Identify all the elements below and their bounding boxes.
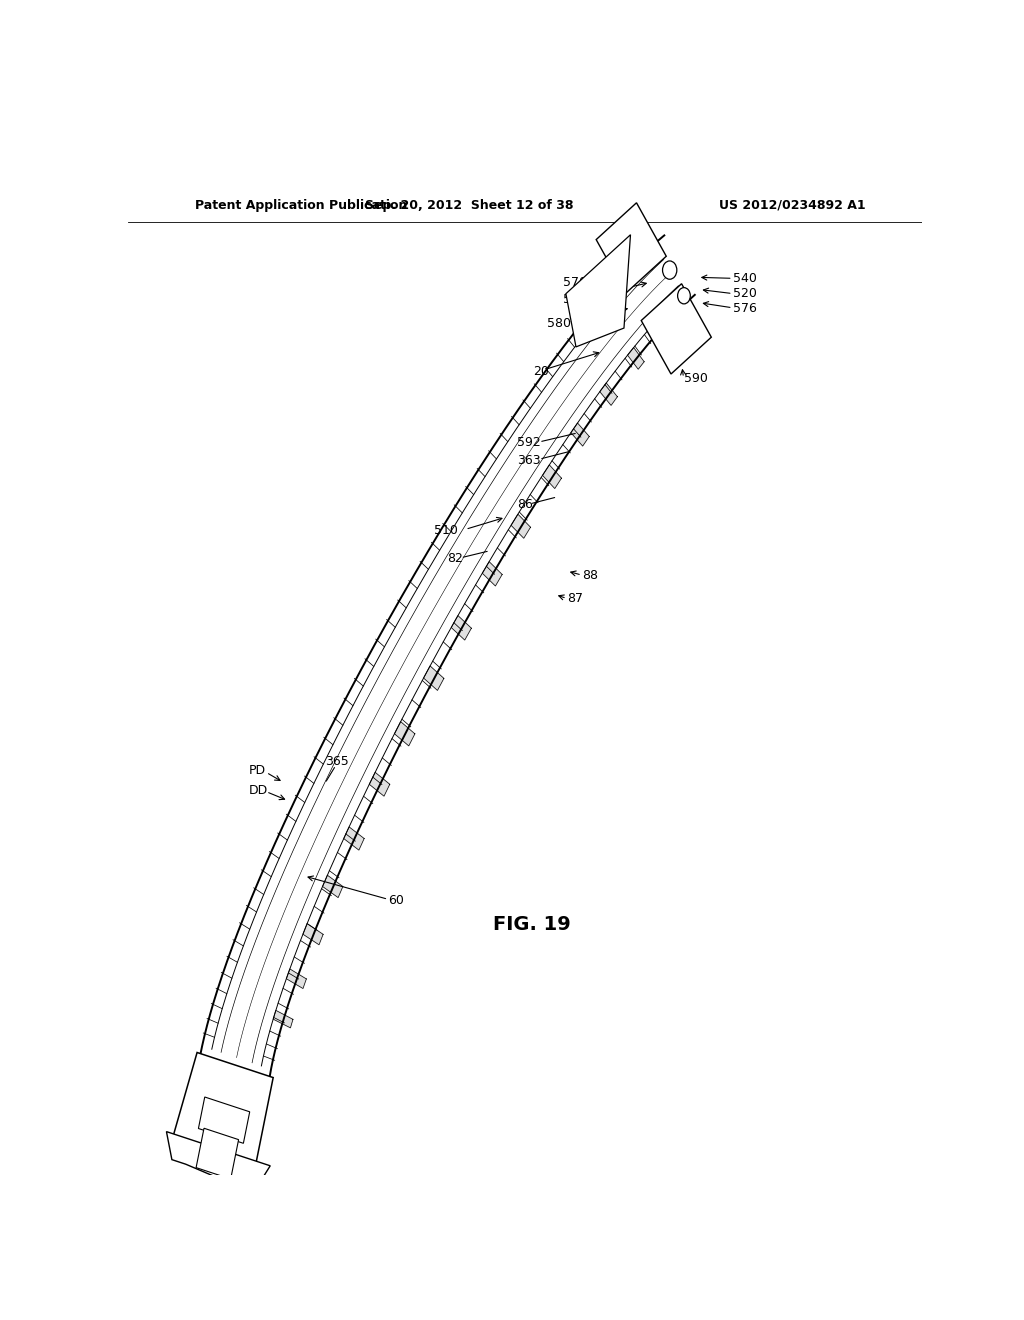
Polygon shape (600, 383, 617, 405)
Polygon shape (199, 1097, 250, 1143)
Text: 520: 520 (733, 286, 757, 300)
Polygon shape (344, 826, 365, 850)
Text: 570: 570 (563, 276, 587, 289)
Text: DD: DD (249, 784, 268, 797)
Text: 510: 510 (433, 524, 458, 537)
Polygon shape (172, 1052, 273, 1166)
Text: FIG. 19: FIG. 19 (494, 915, 570, 935)
Polygon shape (394, 722, 415, 746)
Text: Patent Application Publication: Patent Application Publication (196, 198, 408, 211)
Text: 540: 540 (733, 272, 757, 285)
Text: PD: PD (249, 764, 266, 776)
Polygon shape (303, 924, 324, 945)
Polygon shape (323, 875, 343, 898)
Polygon shape (201, 235, 695, 1076)
Text: 580: 580 (547, 317, 571, 330)
Polygon shape (511, 515, 530, 539)
Text: 87: 87 (567, 591, 583, 605)
Text: 20: 20 (532, 366, 549, 379)
Polygon shape (570, 422, 589, 446)
Polygon shape (596, 203, 667, 293)
Polygon shape (566, 235, 631, 347)
Text: 365: 365 (325, 755, 348, 768)
Circle shape (663, 261, 677, 280)
Text: 363: 363 (517, 454, 541, 467)
Text: 576: 576 (733, 302, 757, 315)
Text: 590: 590 (684, 372, 708, 385)
Polygon shape (452, 615, 471, 640)
Text: US 2012/0234892 A1: US 2012/0234892 A1 (720, 198, 866, 211)
Text: 576: 576 (563, 293, 587, 306)
Circle shape (678, 288, 690, 304)
Polygon shape (628, 347, 644, 370)
Polygon shape (370, 772, 390, 796)
Polygon shape (482, 561, 502, 586)
Text: 88: 88 (582, 569, 598, 582)
Polygon shape (543, 465, 561, 488)
Text: Sep. 20, 2012  Sheet 12 of 38: Sep. 20, 2012 Sheet 12 of 38 (365, 198, 573, 211)
Polygon shape (167, 1131, 270, 1192)
Polygon shape (196, 1129, 239, 1179)
Text: 60: 60 (388, 894, 404, 907)
Polygon shape (641, 284, 712, 374)
Text: 86: 86 (517, 499, 532, 511)
Polygon shape (273, 1010, 293, 1028)
Text: 82: 82 (447, 552, 463, 565)
Polygon shape (287, 969, 306, 989)
Polygon shape (424, 667, 443, 690)
Text: 592: 592 (517, 437, 541, 450)
